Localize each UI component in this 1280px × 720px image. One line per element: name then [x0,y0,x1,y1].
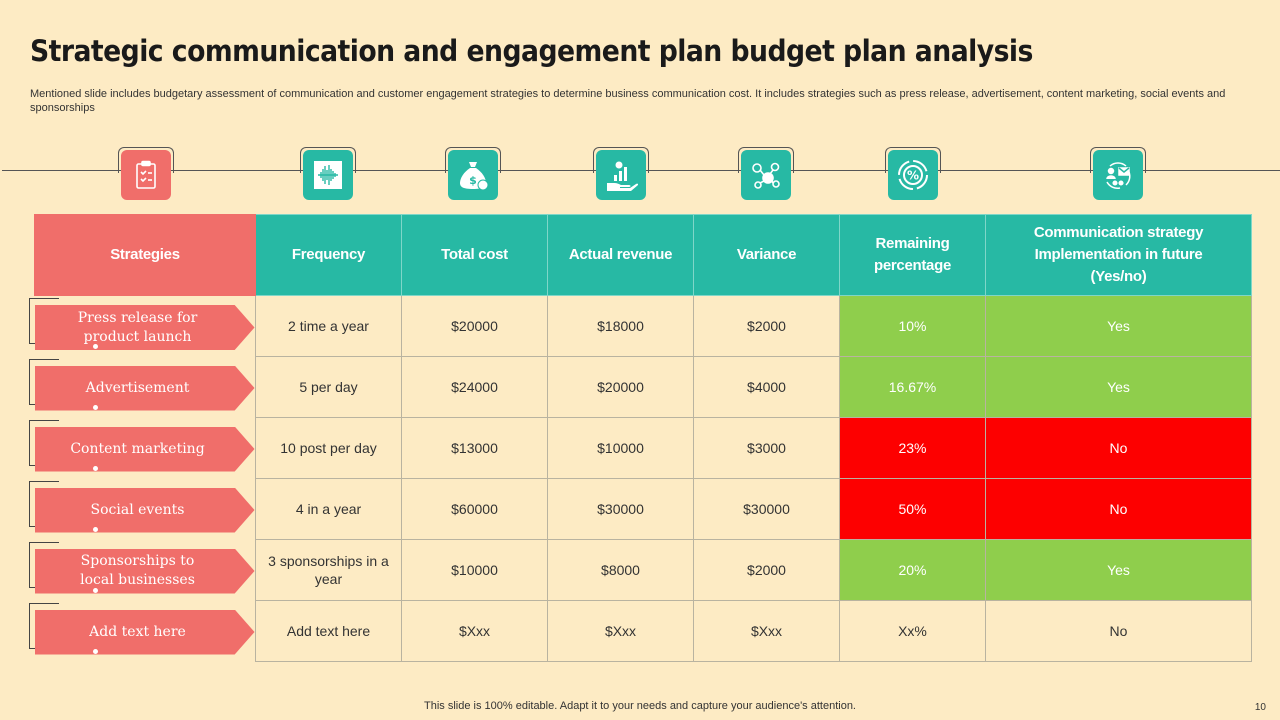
table-row: Add text here Add text here $Xxx $Xxx $X… [28,600,1252,662]
remaining-cell: 50% [839,478,986,540]
page-title: Strategic communication and engagement p… [30,34,1033,68]
variance-cell: $3000 [693,417,840,479]
icon-tile-4 [593,147,649,200]
total-cost-cell: $60000 [401,478,548,540]
total-cost-cell: $10000 [401,539,548,601]
implementation-cell: No [985,478,1252,540]
clipboard-icon [121,150,171,200]
table-row: Sponsorships to local businesses 3 sponso… [28,539,1252,601]
frequency-cell: Add text here [255,600,402,662]
actual-revenue-cell: $18000 [547,295,694,357]
icon-tile-5 [738,147,794,200]
actual-revenue-cell: $10000 [547,417,694,479]
total-cost-cell: $Xxx [401,600,548,662]
variance-cell: $30000 [693,478,840,540]
strategy-arrow-label: Content marketing [34,426,255,472]
icon-tile-1 [118,147,174,200]
table-row: Press release for product launch 2 time a… [28,295,1252,357]
actual-revenue-cell: $Xxx [547,600,694,662]
page-number: 10 [1254,702,1266,713]
audio-wave-icon [303,150,353,200]
icon-tile-7 [1090,147,1146,200]
total-cost-cell: $24000 [401,356,548,418]
svg-text:$: $ [469,174,477,187]
page-subtitle: Mentioned slide includes budgetary asses… [30,88,1226,114]
frequency-cell: 4 in a year [255,478,402,540]
implementation-cell: Yes [985,295,1252,357]
table-row: Social events 4 in a year $60000 $30000 … [28,478,1252,540]
actual-revenue-cell: $8000 [547,539,694,601]
strategy-arrow-label: Add text here [34,609,255,655]
budget-table: Strategies Frequency Total cost Actual r… [28,214,1252,662]
strategy-arrow-label: Social events [34,487,255,533]
footer-note: This slide is 100% editable. Adapt it to… [424,700,856,712]
icon-tile-2 [300,147,356,200]
header-strategies: Strategies [34,214,256,296]
variance-cell: $2000 [693,295,840,357]
strategy-arrow-label: Advertisement [34,365,255,411]
header-total-cost: Total cost [401,214,548,296]
variance-cell: $Xxx [693,600,840,662]
implementation-cell: Yes [985,539,1252,601]
icon-tile-3: $ [445,147,501,200]
header-actual-revenue: Actual revenue [547,214,694,296]
total-cost-cell: $20000 [401,295,548,357]
icon-tile-6: % [885,147,941,200]
remaining-cell: 16.67% [839,356,986,418]
frequency-cell: 5 per day [255,356,402,418]
remaining-cell: 20% [839,539,986,601]
molecule-icon [741,150,791,200]
strategy-arrow-label: Sponsorships to local businesses [34,548,255,594]
hand-growth-icon [596,150,646,200]
strategy-cell: Advertisement [28,357,256,418]
money-bag-icon: $ [448,150,498,200]
remaining-cell: 10% [839,295,986,357]
header-remaining-percentage: Remaining percentage [839,214,986,296]
header-frequency: Frequency [255,214,402,296]
implementation-cell: No [985,600,1252,662]
frequency-cell: 3 sponsorships in a year [255,539,402,601]
strategy-cell: Sponsorships to local businesses [28,540,256,601]
remaining-cell: Xx% [839,600,986,662]
actual-revenue-cell: $20000 [547,356,694,418]
actual-revenue-cell: $30000 [547,478,694,540]
remaining-cell: 23% [839,417,986,479]
implementation-cell: Yes [985,356,1252,418]
table-row: Advertisement 5 per day $24000 $20000 $4… [28,356,1252,418]
frequency-cell: 2 time a year [255,295,402,357]
strategy-cell: Press release for product launch [28,296,256,357]
strategy-cell: Add text here [28,601,256,662]
communication-cycle-icon [1093,150,1143,200]
strategy-cell: Social events [28,479,256,540]
variance-cell: $2000 [693,539,840,601]
strategy-arrow-label: Press release for product launch [34,305,255,350]
percentage-icon: % [888,150,938,200]
strategy-cell: Content marketing [28,418,256,479]
frequency-cell: 10 post per day [255,417,402,479]
table-header-row: Strategies Frequency Total cost Actual r… [34,214,1252,296]
total-cost-cell: $13000 [401,417,548,479]
svg-text:%: % [907,169,919,183]
header-variance: Variance [693,214,840,296]
variance-cell: $4000 [693,356,840,418]
table-row: Content marketing 10 post per day $13000… [28,417,1252,479]
header-implementation: Communication strategy Implementation in … [985,214,1252,296]
implementation-cell: No [985,417,1252,479]
